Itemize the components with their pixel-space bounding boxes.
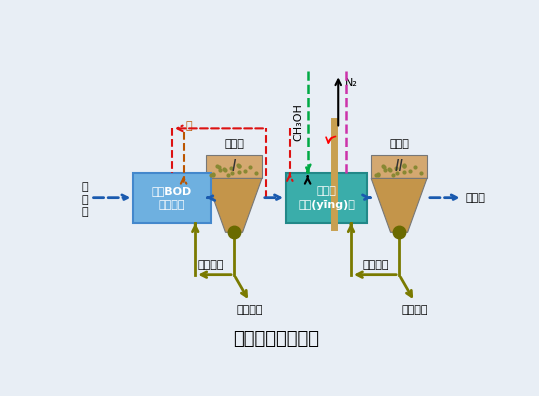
Text: 污泥回流: 污泥回流 — [363, 260, 389, 270]
Bar — [206, 155, 262, 179]
Text: 去除BOD
硝化氧化: 去除BOD 硝化氧化 — [152, 186, 192, 210]
Text: II: II — [395, 159, 404, 174]
Bar — [286, 173, 367, 223]
Text: 堿: 堿 — [186, 121, 192, 131]
Text: 污泥回流: 污泥回流 — [197, 260, 224, 270]
Text: 兩級生物脫氮工藝: 兩級生物脫氮工藝 — [233, 329, 320, 348]
Text: CH₃OH: CH₃OH — [294, 103, 304, 141]
Text: 剩余污泥: 剩余污泥 — [402, 305, 428, 315]
Text: I: I — [232, 159, 236, 174]
Text: 反硝化
反應(yīng)器: 反硝化 反應(yīng)器 — [298, 186, 355, 210]
Bar — [371, 155, 427, 179]
Text: N₂: N₂ — [344, 78, 357, 88]
Polygon shape — [371, 179, 427, 232]
Bar — [133, 173, 211, 223]
Text: 沉淀池: 沉淀池 — [224, 139, 244, 149]
Text: 沉淀池: 沉淀池 — [389, 139, 409, 149]
Text: 剩余污泥: 剩余污泥 — [236, 305, 262, 315]
Polygon shape — [206, 179, 262, 232]
Text: 原
廢
水: 原 廢 水 — [81, 182, 88, 217]
Text: 處理水: 處理水 — [466, 193, 486, 203]
